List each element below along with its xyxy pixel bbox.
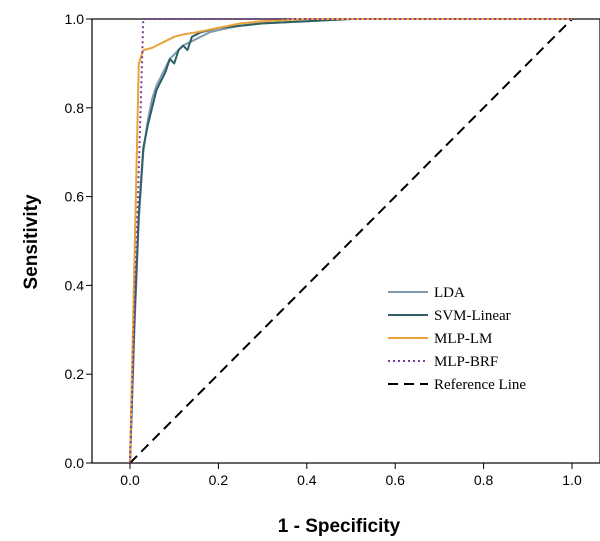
x-tick-label: 0.8 — [474, 472, 494, 488]
legend-label-reference-line: Reference Line — [434, 377, 526, 393]
series-layer — [129, 18, 573, 464]
y-tick-label: 0.2 — [65, 366, 85, 382]
series-mlp-brf-line — [129, 18, 572, 464]
x-tick-label: 0.0 — [120, 472, 140, 488]
y-tick-label: 0.4 — [65, 277, 85, 293]
legend-label-mlp-lm: MLP-LM — [434, 331, 492, 347]
x-tick-label: 0.6 — [385, 472, 405, 488]
legend-label-svm-linear: SVM-Linear — [434, 308, 511, 324]
y-tick-label: 0.0 — [65, 455, 85, 471]
x-tick-label: 1.0 — [562, 472, 582, 488]
y-tick-label: 0.6 — [65, 189, 85, 205]
y-axis-title: Sensitivity — [21, 194, 42, 289]
series-mlp-lm-line — [129, 18, 572, 464]
legend-label-lda: LDA — [434, 285, 465, 301]
x-tick-label: 0.4 — [297, 472, 317, 488]
ticks-layer: 0.0 0.2 0.4 0.6 0.8 1.0 0.0 0.2 0.4 0.6 0.8 1.0 — [65, 11, 582, 488]
x-tick-label: 0.2 — [209, 472, 229, 488]
legend-label-mlp-brf: MLP-BRF — [434, 354, 498, 370]
y-tick-label: 1.0 — [65, 11, 85, 27]
x-axis-title: 1 - Specificity — [278, 516, 401, 537]
series-reference-line-line — [129, 18, 573, 464]
plot-frame — [91, 18, 600, 464]
y-tick-label: 0.8 — [65, 100, 85, 116]
legend: LDA SVM-Linear MLP-LM MLP-BRF Reference Line — [388, 285, 526, 393]
series-svm-linear-line — [129, 18, 572, 464]
